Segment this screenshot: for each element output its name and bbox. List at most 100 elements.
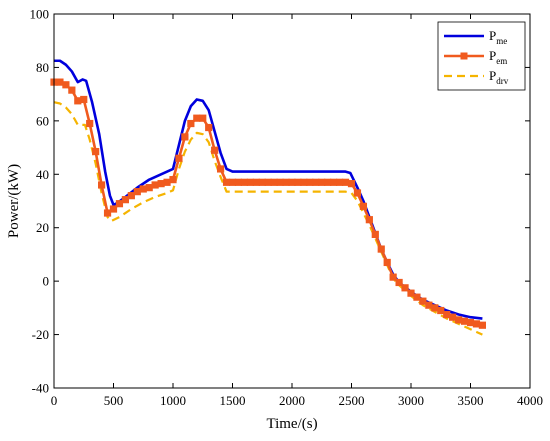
data-point-em [377, 245, 385, 253]
data-point-em [246, 178, 254, 186]
data-point-em [454, 316, 463, 324]
plot-layer [50, 59, 487, 336]
x-tick-label: 0 [51, 393, 58, 408]
data-point-em [145, 184, 153, 192]
data-point-em [282, 178, 290, 186]
y-tick-label: 0 [43, 274, 50, 289]
data-point-em [472, 320, 481, 328]
data-point-em [294, 178, 302, 186]
data-point-em [318, 178, 326, 186]
data-point-em [139, 185, 147, 193]
data-point-em [62, 81, 70, 89]
data-point-em [353, 189, 362, 197]
data-point-em [449, 313, 457, 321]
data-point-em [312, 178, 320, 186]
data-point-em [264, 178, 272, 186]
data-point-em [187, 119, 195, 128]
data-point-em [175, 154, 183, 162]
data-point-em [419, 297, 427, 305]
data-point-em [109, 205, 118, 213]
data-point-em [240, 178, 248, 186]
x-tick-label: 500 [104, 393, 124, 408]
y-tick-label: -20 [32, 327, 49, 342]
data-point-em [288, 178, 296, 186]
data-point-em [401, 284, 409, 292]
data-point-em [407, 289, 415, 297]
x-tick-label: 3000 [398, 393, 424, 408]
data-point-em [341, 178, 350, 186]
data-point-em [205, 123, 213, 132]
data-point-em [211, 146, 219, 154]
series-line-drv [53, 101, 483, 336]
data-point-em [103, 209, 112, 217]
data-point-em [98, 181, 106, 189]
data-point-em [199, 114, 207, 122]
x-tick-label: 2000 [279, 393, 305, 408]
y-tick-label: 60 [36, 113, 49, 128]
y-tick-label: 100 [30, 7, 50, 22]
data-point-em [437, 306, 445, 315]
data-point-em [228, 178, 237, 186]
x-tick-label: 2500 [339, 393, 365, 408]
data-point-em [347, 180, 356, 188]
y-tick-label: -40 [32, 381, 49, 396]
data-point-em [389, 273, 397, 281]
data-point-em [151, 181, 159, 189]
data-point-em [478, 321, 487, 329]
legend-subscript-me: me [496, 36, 507, 46]
data-point-em [413, 293, 421, 301]
y-tick-label: 40 [36, 167, 49, 182]
data-point-em [127, 192, 135, 200]
data-point-em [181, 133, 189, 141]
data-point-em [306, 178, 314, 186]
data-point-em [157, 180, 165, 188]
legend-marker-em [460, 52, 468, 60]
data-point-em [359, 202, 368, 210]
data-point-em [163, 178, 171, 186]
data-point-em [460, 317, 469, 325]
data-point-em [276, 178, 284, 186]
data-point-em [86, 119, 94, 128]
data-point-em [466, 318, 475, 327]
x-tick-label: 3500 [458, 393, 484, 408]
data-point-em [115, 200, 124, 208]
x-tick-label: 4000 [517, 393, 543, 408]
y-tick-label: 80 [36, 60, 49, 75]
data-point-em [252, 178, 260, 186]
data-point-em [425, 301, 433, 309]
x-tick-label: 1500 [220, 393, 246, 408]
data-point-em [222, 178, 231, 186]
data-point-em [74, 97, 82, 105]
data-point-em [300, 178, 308, 186]
data-point-em [330, 178, 338, 186]
x-axis-title: Time/(s) [266, 416, 317, 432]
data-point-em [443, 310, 451, 319]
y-tick-label: 20 [36, 220, 49, 235]
series-line-me [54, 59, 483, 320]
data-point-em [80, 95, 88, 104]
legend-subscript-em: em [496, 56, 507, 66]
data-point-em [121, 196, 129, 204]
axis-layer: 0 500 1000 1500 2000 2500 3000 3500 4000 -40 -20 0 2… [30, 7, 544, 409]
data-point-em [383, 258, 391, 267]
data-point-em [324, 178, 332, 186]
data-point-em [68, 86, 76, 94]
data-point-em [193, 114, 201, 122]
data-point-em [395, 278, 403, 287]
legend-subscript-drv: drv [496, 76, 508, 86]
data-point-em [258, 178, 266, 186]
y-axis-title: Power/(kW) [6, 164, 22, 238]
x-tick-label: 1000 [160, 393, 186, 408]
data-point-em [169, 176, 177, 184]
data-point-em [335, 178, 344, 186]
data-point-em [234, 178, 243, 186]
data-point-em [92, 147, 100, 156]
data-point-em [371, 230, 379, 238]
data-point-em [56, 78, 64, 86]
data-point-em [270, 178, 278, 186]
data-point-em [216, 165, 225, 173]
data-point-em [431, 304, 439, 312]
